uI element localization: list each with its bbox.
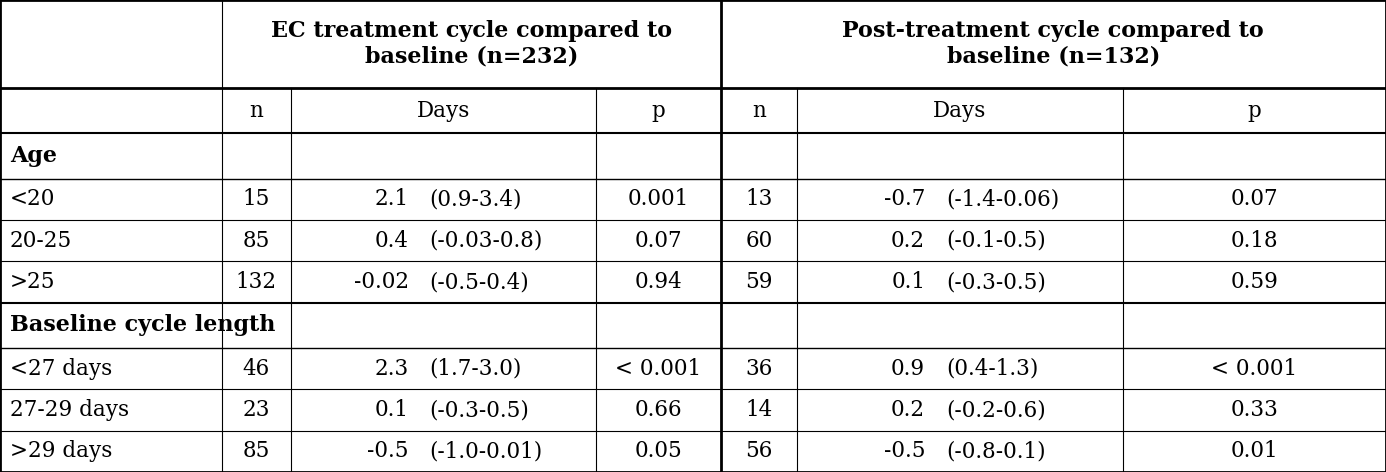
Text: 132: 132 [236,271,277,293]
Text: Days: Days [933,100,987,122]
Text: 0.001: 0.001 [628,188,689,211]
Text: < 0.001: < 0.001 [1211,358,1297,380]
Text: <27 days: <27 days [10,358,112,380]
Text: 0.59: 0.59 [1231,271,1278,293]
Text: 60: 60 [746,230,772,252]
Text: (-0.3-0.5): (-0.3-0.5) [430,399,529,421]
Text: 15: 15 [243,188,270,211]
Text: >25: >25 [10,271,55,293]
Text: -0.02: -0.02 [353,271,409,293]
Text: Post-treatment cycle compared to
baseline (n=132): Post-treatment cycle compared to baselin… [843,20,1264,68]
Text: 13: 13 [746,188,772,211]
Text: n: n [249,100,263,122]
Text: 0.2: 0.2 [891,230,926,252]
Text: EC treatment cycle compared to
baseline (n=232): EC treatment cycle compared to baseline … [270,20,672,68]
Text: <20: <20 [10,188,55,211]
Text: (-0.03-0.8): (-0.03-0.8) [430,230,543,252]
Text: 0.2: 0.2 [891,399,926,421]
Text: (-0.2-0.6): (-0.2-0.6) [945,399,1045,421]
Text: (0.4-1.3): (0.4-1.3) [945,358,1038,380]
Text: 0.07: 0.07 [1231,188,1278,211]
Text: -0.5: -0.5 [367,440,409,463]
Text: 0.33: 0.33 [1231,399,1278,421]
Text: 59: 59 [746,271,772,293]
Text: 85: 85 [243,440,270,463]
Text: 0.1: 0.1 [891,271,926,293]
Text: 0.4: 0.4 [374,230,409,252]
Text: 0.94: 0.94 [635,271,682,293]
Text: -0.5: -0.5 [884,440,926,463]
Text: 27-29 days: 27-29 days [10,399,129,421]
Text: 0.9: 0.9 [891,358,926,380]
Text: (-1.4-0.06): (-1.4-0.06) [945,188,1059,211]
Text: Days: Days [417,100,470,122]
Text: p: p [651,100,665,122]
Text: -0.7: -0.7 [884,188,926,211]
Text: 14: 14 [746,399,772,421]
Text: Age: Age [10,145,57,167]
Text: n: n [751,100,766,122]
Text: (0.9-3.4): (0.9-3.4) [430,188,523,211]
Text: (-0.1-0.5): (-0.1-0.5) [945,230,1045,252]
Text: < 0.001: < 0.001 [615,358,701,380]
Text: (-0.8-0.1): (-0.8-0.1) [945,440,1045,463]
Text: p: p [1247,100,1261,122]
Text: (-1.0-0.01): (-1.0-0.01) [430,440,543,463]
Text: (-0.3-0.5): (-0.3-0.5) [945,271,1046,293]
Text: 0.18: 0.18 [1231,230,1278,252]
Text: 56: 56 [746,440,772,463]
Text: 20-25: 20-25 [10,230,72,252]
Text: 85: 85 [243,230,270,252]
Text: (-0.5-0.4): (-0.5-0.4) [430,271,529,293]
Text: 0.05: 0.05 [635,440,682,463]
Text: 0.01: 0.01 [1231,440,1278,463]
Text: 36: 36 [746,358,772,380]
Text: 0.07: 0.07 [635,230,682,252]
Text: 0.1: 0.1 [374,399,409,421]
Text: (1.7-3.0): (1.7-3.0) [430,358,523,380]
Text: Baseline cycle length: Baseline cycle length [10,314,274,337]
Text: 2.1: 2.1 [374,188,409,211]
Text: 2.3: 2.3 [374,358,409,380]
Text: 46: 46 [243,358,270,380]
Text: 23: 23 [243,399,270,421]
Text: 0.66: 0.66 [635,399,682,421]
Text: >29 days: >29 days [10,440,112,463]
